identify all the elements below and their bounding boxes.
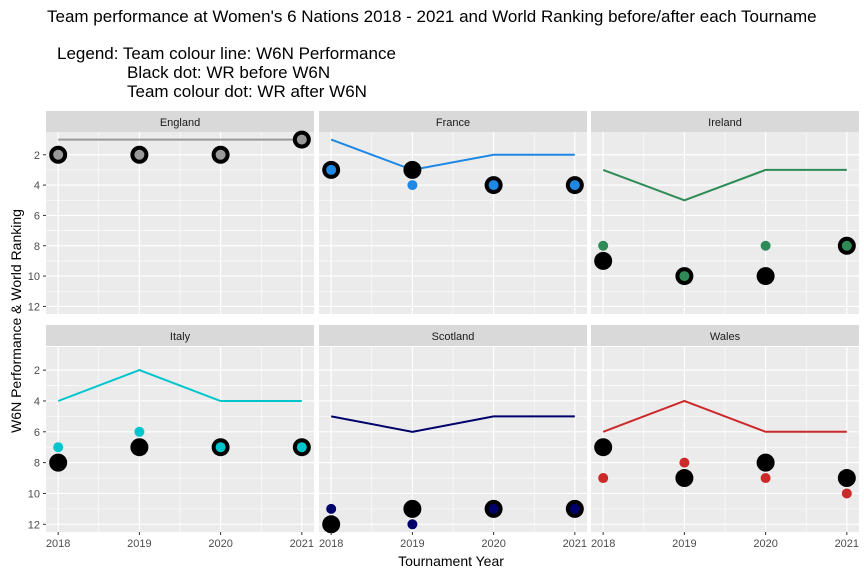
y-tick-label: 6: [34, 427, 40, 439]
wr-after-point: [760, 473, 771, 484]
facet-strip: [46, 111, 314, 132]
y-tick-label: 12: [28, 519, 40, 531]
wr-after-point: [53, 442, 64, 453]
wr-after-point: [407, 519, 418, 530]
wr-before-point: [756, 267, 775, 286]
wr-after-point: [760, 240, 771, 251]
panel-england: England: [46, 111, 314, 314]
wr-after-point: [134, 149, 145, 160]
y-tick-label: 6: [34, 210, 40, 222]
wr-after-point: [53, 149, 64, 160]
facet-strip: [591, 111, 859, 132]
x-tick-label: 2019: [672, 538, 696, 550]
wr-before-point: [837, 469, 856, 488]
y-tick-label: 2: [34, 365, 40, 377]
y-tick-label: 8: [34, 458, 40, 470]
wr-before-point: [130, 438, 149, 457]
chart-subtitle: Legend: Team colour line: W6N Performanc…: [57, 44, 396, 101]
facet-strip: [319, 111, 587, 132]
y-tick-label: 10: [28, 271, 40, 283]
wr-after-point: [134, 426, 145, 437]
x-tick-label: 2020: [481, 538, 505, 550]
x-tick-label: 2019: [400, 538, 424, 550]
wr-after-point: [679, 271, 690, 282]
wr-before-point: [403, 499, 422, 518]
wr-after-point: [679, 457, 690, 468]
wr-before-point: [403, 160, 422, 179]
facet-strip: [591, 325, 859, 346]
panel-scotland: Scotland: [319, 325, 587, 534]
wr-after-point: [296, 134, 307, 145]
facet-label: Wales: [710, 331, 741, 343]
y-tick-label: 2: [34, 150, 40, 162]
wr-before-point: [322, 515, 341, 534]
w6n-performance-line: [57, 369, 302, 402]
x-tick-label: 2021: [563, 538, 587, 550]
panel-wales: Wales: [591, 325, 859, 532]
wr-after-point: [488, 180, 499, 191]
y-tick-label: 8: [34, 241, 40, 253]
x-tick-label: 2021: [835, 538, 859, 550]
w6n-performance-line: [330, 138, 575, 171]
subtitle-line-1: Legend: Team colour line: W6N Performanc…: [57, 44, 396, 63]
chart-title: Team performance at Women's 6 Nations 20…: [47, 7, 817, 26]
panel-italy: Italy: [46, 325, 314, 532]
facet-label: England: [160, 117, 200, 129]
panel-ireland: Ireland: [591, 111, 859, 314]
x-tick-label: 2020: [208, 538, 232, 550]
facet-label: Italy: [170, 331, 191, 343]
wr-before-point: [49, 453, 68, 472]
y-tick-label: 10: [28, 488, 40, 500]
panel-france: France: [319, 111, 587, 314]
x-axis-title: Tournament Year: [398, 553, 504, 569]
x-tick-label: 2019: [127, 538, 151, 550]
wr-after-point: [841, 240, 852, 251]
x-tick-label: 2018: [46, 538, 70, 550]
subtitle-line-2: Black dot: WR before W6N: [127, 63, 331, 82]
y-tick-label: 4: [34, 396, 40, 408]
wr-after-point: [569, 503, 580, 514]
wr-after-point: [569, 180, 580, 191]
wr-before-point: [675, 469, 694, 488]
wr-before-point: [756, 453, 775, 472]
facet-label: Ireland: [708, 117, 742, 129]
wr-after-point: [215, 442, 226, 453]
facet-label: France: [436, 117, 470, 129]
wr-after-point: [326, 503, 337, 514]
y-tick-label: 12: [28, 301, 40, 313]
facet-label: Scotland: [432, 331, 475, 343]
facet-strip: [46, 325, 314, 346]
subtitle-line-3: Team colour dot: WR after W6N: [127, 82, 367, 101]
wr-before-point: [594, 251, 613, 270]
wr-after-point: [326, 164, 337, 175]
facet-strip: [319, 325, 587, 346]
wr-after-point: [598, 473, 609, 484]
y-tick-label: 4: [34, 180, 40, 192]
x-tick-label: 2021: [290, 538, 314, 550]
wr-before-point: [594, 438, 613, 457]
x-tick-label: 2018: [591, 538, 615, 550]
w6n-performance-line: [602, 168, 847, 202]
w6n-performance-line: [602, 399, 847, 433]
x-tick-label: 2020: [753, 538, 777, 550]
x-tick-label: 2018: [319, 538, 343, 550]
wr-after-point: [407, 180, 418, 191]
wr-after-point: [841, 488, 852, 499]
wr-after-point: [598, 240, 609, 251]
y-axis-title: W6N Performance & World Ranking: [8, 209, 24, 433]
wr-after-point: [488, 503, 499, 514]
wr-after-point: [215, 149, 226, 160]
w6n-performance-line: [331, 415, 575, 433]
wr-after-point: [296, 442, 307, 453]
